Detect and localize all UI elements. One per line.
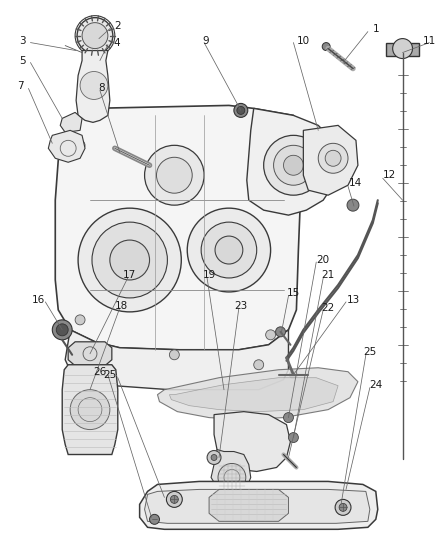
Circle shape — [156, 157, 192, 193]
Circle shape — [283, 155, 304, 175]
Circle shape — [110, 240, 149, 280]
Text: 23: 23 — [234, 301, 247, 311]
Text: 5: 5 — [19, 55, 26, 66]
Circle shape — [339, 503, 347, 511]
Polygon shape — [304, 125, 358, 195]
Text: 20: 20 — [317, 255, 330, 265]
Circle shape — [170, 495, 178, 503]
Circle shape — [322, 43, 330, 51]
Circle shape — [56, 324, 68, 336]
Text: 9: 9 — [203, 36, 209, 46]
Circle shape — [189, 350, 199, 360]
Circle shape — [265, 330, 276, 340]
Circle shape — [82, 22, 108, 49]
Circle shape — [254, 360, 264, 370]
Circle shape — [207, 450, 221, 464]
Text: 17: 17 — [123, 270, 136, 280]
Circle shape — [170, 350, 179, 360]
Polygon shape — [76, 51, 110, 123]
Polygon shape — [65, 330, 289, 390]
Circle shape — [325, 150, 341, 166]
Text: 15: 15 — [287, 288, 300, 298]
Text: 25: 25 — [103, 370, 117, 379]
Circle shape — [187, 208, 271, 292]
Polygon shape — [48, 131, 85, 162]
Circle shape — [290, 371, 297, 379]
Text: 2: 2 — [114, 21, 121, 30]
Circle shape — [80, 71, 108, 100]
Text: 24: 24 — [369, 379, 382, 390]
Circle shape — [283, 413, 293, 423]
Polygon shape — [60, 112, 82, 132]
Circle shape — [237, 107, 245, 115]
Circle shape — [318, 143, 348, 173]
Circle shape — [92, 222, 167, 298]
Circle shape — [75, 140, 85, 150]
Circle shape — [78, 208, 181, 312]
Text: 4: 4 — [113, 38, 120, 47]
Text: 25: 25 — [363, 347, 377, 357]
Text: 16: 16 — [32, 295, 45, 305]
Circle shape — [70, 390, 110, 430]
Circle shape — [347, 199, 359, 211]
Polygon shape — [68, 342, 112, 366]
Polygon shape — [55, 106, 306, 350]
Circle shape — [259, 135, 268, 146]
Text: 8: 8 — [99, 84, 105, 93]
Circle shape — [215, 236, 243, 264]
Circle shape — [274, 146, 313, 185]
Circle shape — [392, 38, 413, 59]
Polygon shape — [247, 108, 336, 215]
Polygon shape — [386, 43, 420, 55]
Text: 3: 3 — [19, 36, 26, 46]
Polygon shape — [209, 489, 289, 521]
Polygon shape — [140, 481, 378, 529]
Polygon shape — [211, 449, 251, 491]
Circle shape — [77, 18, 113, 53]
Text: 26: 26 — [93, 367, 106, 377]
Circle shape — [211, 455, 217, 461]
Text: 22: 22 — [321, 303, 335, 313]
Text: 11: 11 — [423, 36, 436, 46]
Circle shape — [149, 514, 159, 524]
Text: 14: 14 — [348, 178, 362, 188]
Circle shape — [75, 315, 85, 325]
Circle shape — [264, 135, 323, 195]
Circle shape — [103, 350, 113, 360]
Circle shape — [234, 103, 248, 117]
Circle shape — [145, 146, 204, 205]
Text: 12: 12 — [383, 170, 396, 180]
Circle shape — [335, 499, 351, 515]
Text: 1: 1 — [372, 23, 379, 34]
Circle shape — [201, 222, 257, 278]
Circle shape — [52, 320, 72, 340]
Text: 19: 19 — [202, 270, 215, 280]
Polygon shape — [62, 365, 118, 455]
Circle shape — [218, 464, 246, 491]
Text: 18: 18 — [115, 301, 128, 311]
Text: 7: 7 — [17, 82, 24, 92]
Circle shape — [289, 433, 298, 442]
Text: 10: 10 — [297, 36, 310, 46]
Circle shape — [276, 327, 286, 337]
Polygon shape — [170, 378, 338, 411]
Polygon shape — [158, 368, 358, 419]
Polygon shape — [145, 489, 370, 523]
Polygon shape — [214, 411, 290, 472]
Circle shape — [166, 491, 182, 507]
Circle shape — [80, 355, 90, 365]
Text: 21: 21 — [321, 270, 335, 280]
Text: 13: 13 — [346, 295, 360, 305]
